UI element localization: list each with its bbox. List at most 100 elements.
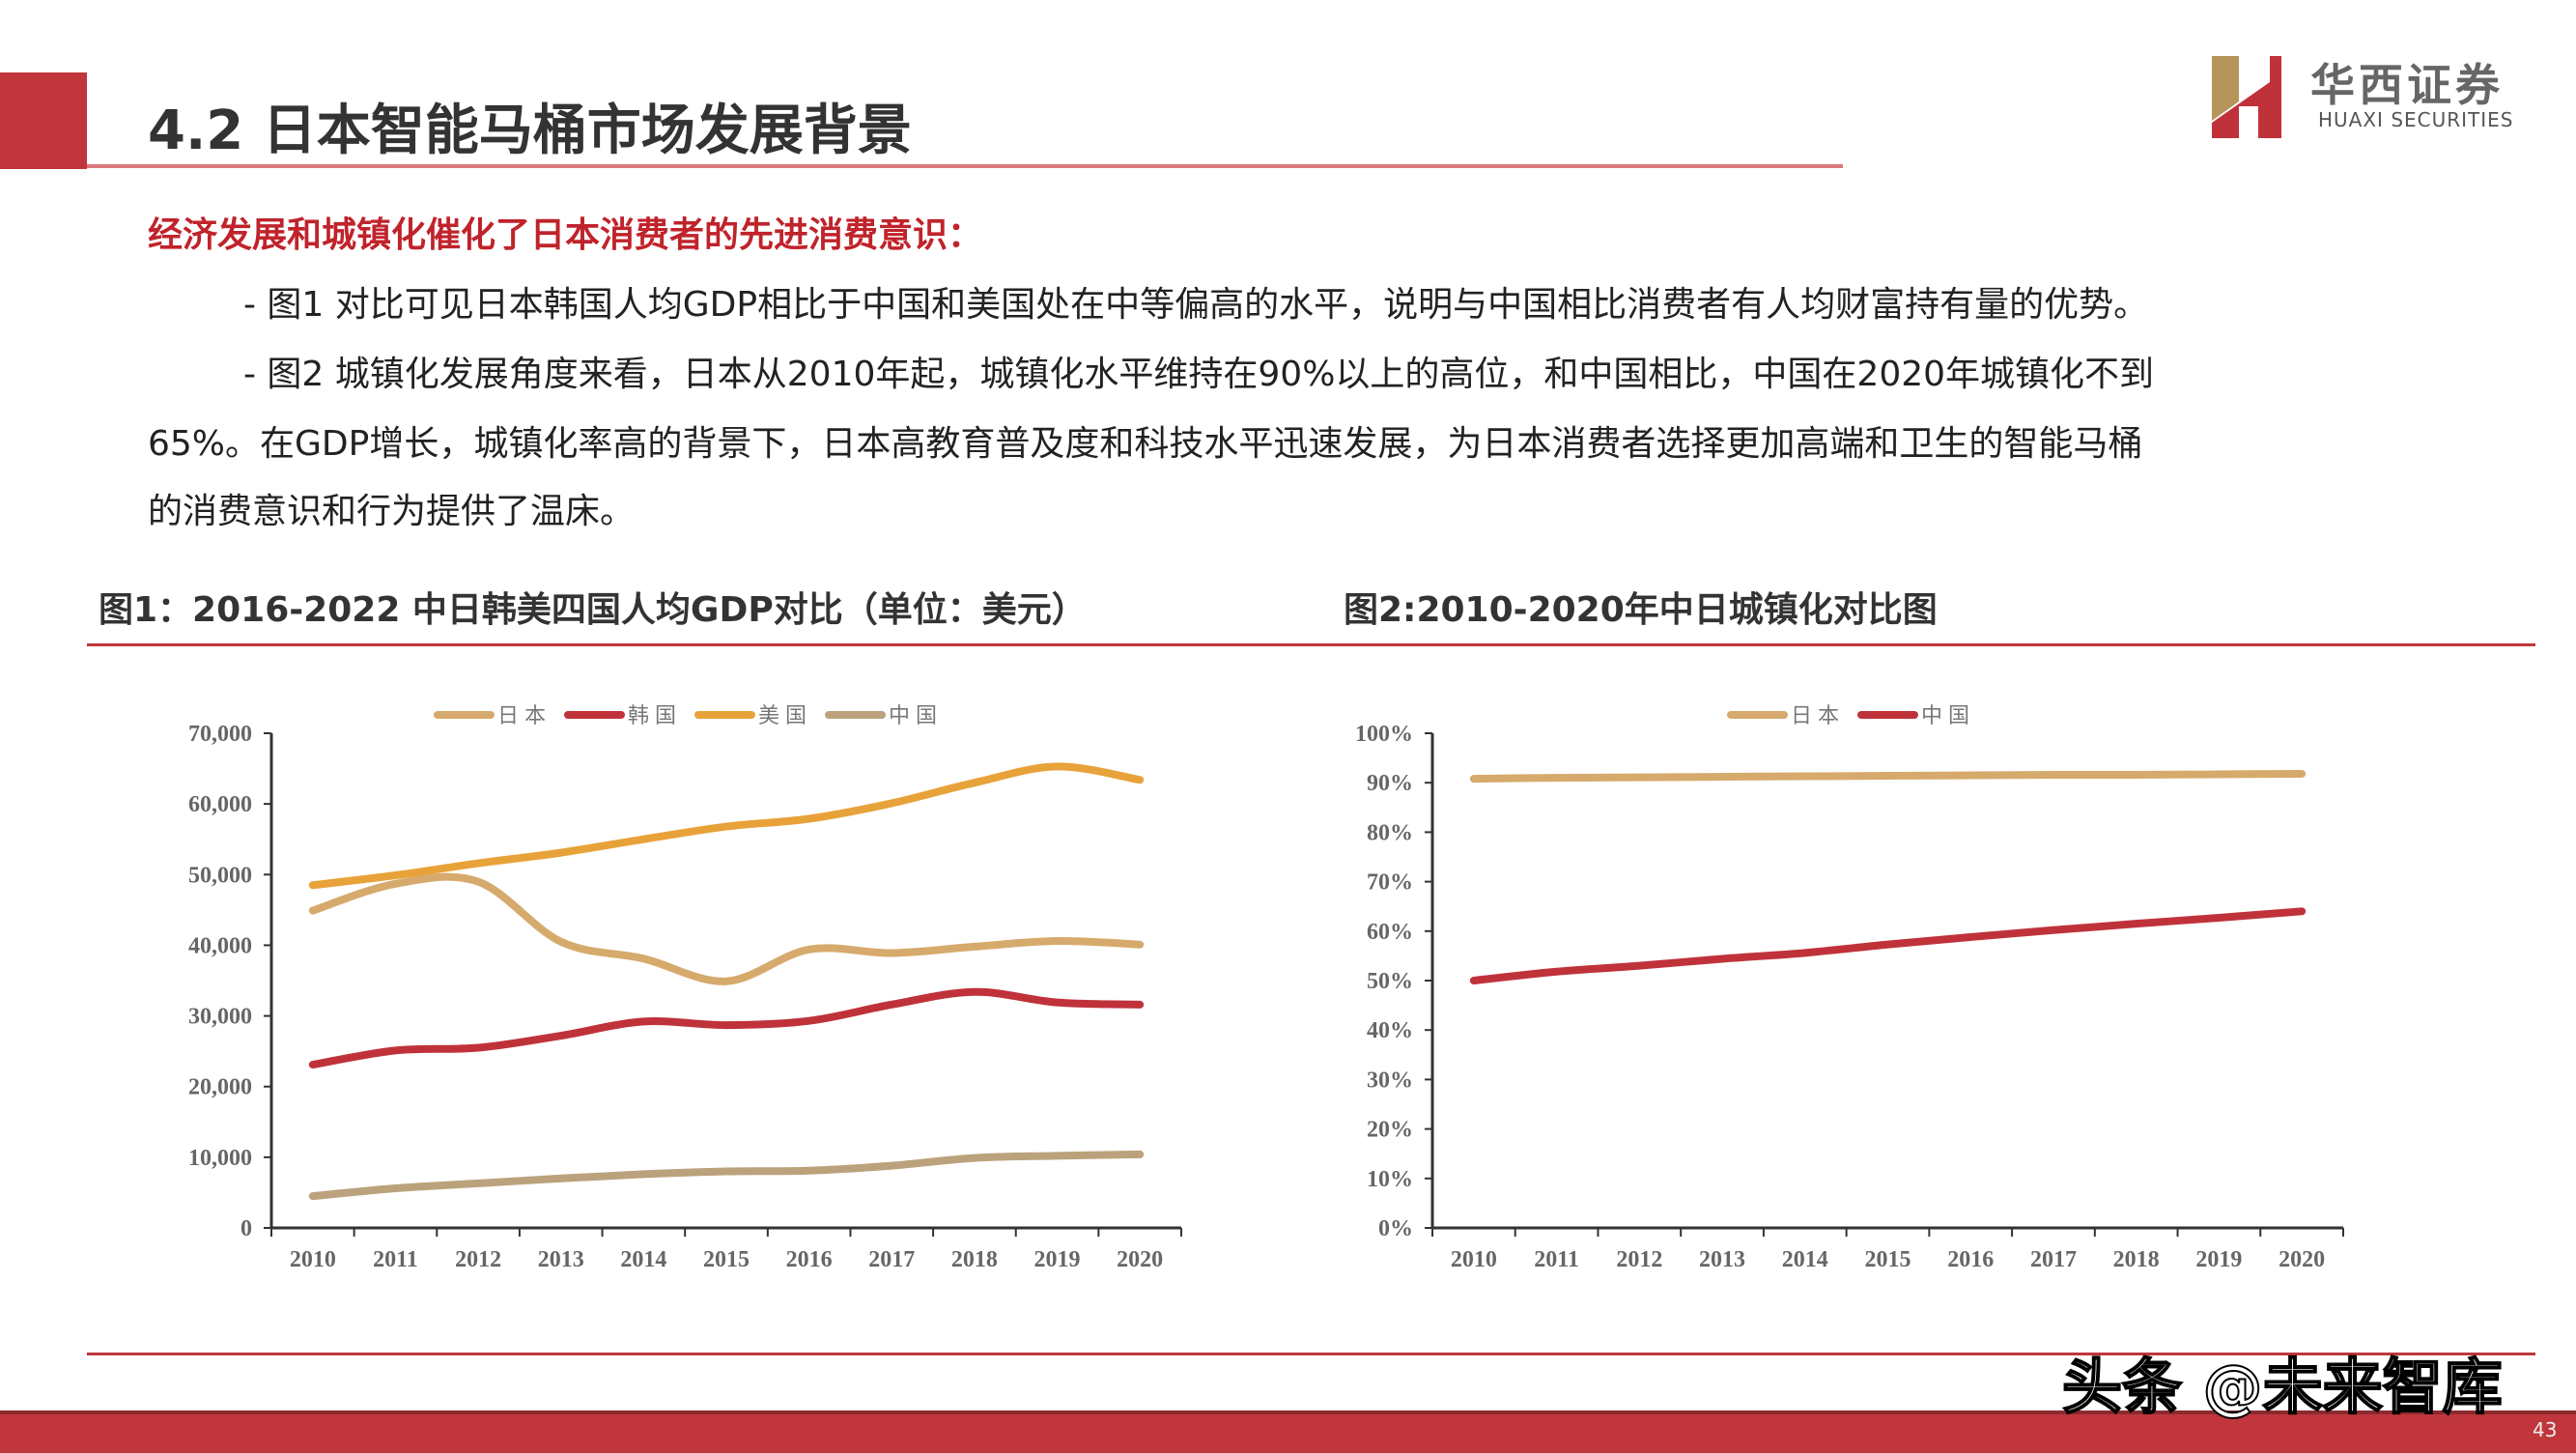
title-divider: [87, 164, 1843, 168]
x-tick-label: 2010: [290, 1247, 336, 1272]
data-point: [725, 981, 727, 983]
data-point: [642, 1020, 644, 1022]
data-point: [312, 1195, 314, 1197]
series-line-中国: [308, 1150, 1145, 1201]
data-point: [560, 941, 562, 943]
page-title: 4.2 日本智能马桶市场发展背景: [148, 100, 912, 162]
series-line-中国: [1469, 907, 2307, 984]
data-point: [808, 818, 810, 820]
data-point: [1556, 777, 1558, 779]
x-tick-label: 2019: [2195, 1247, 2242, 1272]
data-point: [1057, 765, 1059, 767]
data-point: [1473, 980, 1475, 982]
data-point: [1139, 779, 1141, 781]
x-tick-label: 2011: [1534, 1247, 1579, 1272]
y-tick-label: 90%: [1367, 771, 1413, 796]
x-tick-label: 2016: [1947, 1247, 1994, 1272]
legend-label: 日本: [497, 703, 552, 727]
legend-label: 韩国: [628, 703, 682, 727]
data-point: [1139, 944, 1141, 946]
data-point: [974, 991, 976, 993]
data-point: [2136, 774, 2137, 776]
figure-divider: [87, 643, 2535, 646]
data-point: [1638, 777, 1640, 779]
x-tick-label: 2015: [1865, 1247, 1911, 1272]
x-tick-label: 2016: [786, 1247, 833, 1272]
data-point: [2136, 923, 2137, 925]
data-point: [2301, 773, 2303, 775]
series-line-日本: [308, 872, 1145, 985]
y-tick-label: 0%: [1378, 1216, 1413, 1241]
series-line-美国: [308, 762, 1145, 890]
data-point: [312, 910, 314, 912]
page-number: 43: [2533, 1418, 2558, 1441]
data-point: [808, 1170, 810, 1172]
x-tick-label: 2017: [2030, 1247, 2077, 1272]
x-tick-label: 2015: [703, 1247, 750, 1272]
lead-text: 经济发展和城镇化催化了日本消费者的先进消费意识：: [148, 215, 983, 255]
data-point: [1057, 940, 1059, 942]
body-line: 的消费意识和行为提供了温床。: [148, 492, 636, 531]
data-point: [974, 946, 976, 948]
y-tick-label: 40%: [1367, 1018, 1413, 1043]
data-point: [1721, 776, 1723, 778]
gdp-line-chart: 0 10,000 20,000 30,000 40,000 50,000 60,000 70,…: [188, 703, 1182, 1272]
data-point: [1969, 936, 1971, 938]
x-tick-label: 2018: [951, 1247, 998, 1272]
data-point: [1721, 957, 1723, 959]
data-point: [477, 1182, 479, 1184]
y-tick-label: 10%: [1367, 1167, 1413, 1192]
data-point: [1969, 775, 1971, 777]
y-tick-label: 30,000: [188, 1005, 252, 1030]
body-line: - 图1 对比可见日本韩国人均GDP相比于中国和美国处在中等偏高的水平，说明与中…: [243, 285, 2149, 325]
y-tick-label: 20,000: [188, 1075, 252, 1100]
watermark: 头条 @未来智库: [2061, 1351, 2504, 1423]
data-point: [808, 1020, 810, 1022]
data-point: [560, 1035, 562, 1037]
footer-bar: [0, 1410, 2576, 1453]
legend-label: 中国: [1921, 703, 1975, 727]
body-line: - 图2 城镇化发展角度来看，日本从2010年起，城镇化水平维持在90%以上的高…: [243, 355, 2155, 394]
data-point: [974, 1157, 976, 1159]
y-tick-label: 50,000: [188, 863, 252, 888]
y-tick-label: 60,000: [188, 792, 252, 817]
x-tick-label: 2020: [1117, 1247, 1163, 1272]
figure2-title: 图2:2010-2020年中日城镇化对比图: [1344, 590, 1938, 630]
x-tick-label: 2013: [1699, 1247, 1745, 1272]
x-tick-label: 2010: [1451, 1247, 1497, 1272]
y-tick-label: 10,000: [188, 1146, 252, 1171]
data-point: [477, 881, 479, 883]
data-point: [2218, 773, 2220, 775]
data-point: [312, 884, 314, 886]
data-point: [642, 957, 644, 959]
data-point: [1887, 944, 1888, 946]
y-tick-label: 70,000: [188, 722, 252, 747]
y-tick-label: 20%: [1367, 1118, 1413, 1143]
y-tick-label: 80%: [1367, 820, 1413, 845]
x-tick-label: 2014: [620, 1247, 666, 1272]
logo-text-cn: 华西证券: [2310, 59, 2504, 111]
data-point: [2301, 910, 2303, 912]
x-tick-label: 2018: [2113, 1247, 2160, 1272]
data-point: [1638, 965, 1640, 967]
data-point: [477, 1046, 479, 1048]
footer-divider: [87, 1353, 2535, 1355]
header-accent-block: [0, 72, 87, 169]
y-tick-label: 60%: [1367, 920, 1413, 945]
y-tick-label: 40,000: [188, 933, 252, 958]
data-point: [808, 949, 810, 951]
data-point: [394, 883, 396, 885]
huaxi-logo-icon: [2212, 56, 2281, 138]
data-point: [1057, 1002, 1059, 1004]
series-line-日本: [1469, 769, 2307, 783]
data-point: [1804, 952, 1806, 954]
x-tick-label: 2012: [455, 1247, 501, 1272]
y-tick-label: 0: [241, 1216, 252, 1241]
data-point: [312, 1064, 314, 1066]
data-point: [2052, 929, 2054, 931]
data-point: [394, 1187, 396, 1189]
urbanization-line-chart: 0% 10% 20% 30% 40% 50% 60% 70% 80% 90% 100% 2010 201…: [1355, 703, 2344, 1272]
data-point: [560, 852, 562, 854]
data-point: [1887, 775, 1888, 777]
data-point: [1556, 971, 1558, 973]
